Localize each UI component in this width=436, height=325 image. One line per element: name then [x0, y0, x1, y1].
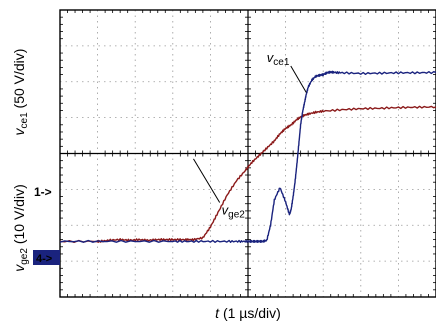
annotation-text: vge2	[222, 202, 246, 220]
annotation-arrow	[193, 158, 221, 203]
y-axis-label-bottom-sub: ge2	[19, 248, 30, 265]
ground-marker-ch4: 4->	[33, 250, 60, 265]
y-axis-label-top-unit: (50 V/div)	[11, 49, 27, 113]
ground-marker-ch1: 1->	[34, 185, 52, 199]
annotation-var: v	[267, 50, 275, 65]
x-axis-label: t (1 µs/div)	[215, 305, 281, 321]
y-axis-label-top: vce1 (50 V/div)	[11, 49, 30, 136]
y-axis-label-bottom: vge2 (10 V/div)	[11, 184, 30, 272]
annotation-vge2: vge2	[193, 158, 246, 220]
ground-marker-label: 4->	[36, 253, 52, 265]
annotation-sub: ce1	[273, 57, 290, 68]
annotation-vce1: vce1	[267, 50, 307, 93]
annotation-sub: ge2	[228, 209, 245, 220]
ground-marker-box	[33, 250, 60, 265]
series-line	[59, 70, 436, 244]
x-axis-label-unit: (1 µs/div)	[219, 305, 281, 321]
annotation-var: v	[222, 202, 230, 217]
annotation-text: vce1	[267, 50, 290, 68]
plot-frame	[59, 9, 436, 298]
y-axis-label-bottom-var: v	[11, 264, 27, 272]
ground-marker-label: 1->	[34, 185, 52, 199]
x-axis-label-var: t	[215, 305, 220, 321]
series-group	[59, 70, 436, 244]
y-axis-label-top-var: v	[11, 127, 27, 135]
annotation-arrow	[290, 65, 307, 93]
y-axis-label-bottom-unit: (10 V/div)	[11, 184, 27, 248]
series-line	[59, 105, 436, 244]
y-axis-label-top-sub: ce1	[19, 112, 30, 129]
grid	[60, 10, 436, 297]
